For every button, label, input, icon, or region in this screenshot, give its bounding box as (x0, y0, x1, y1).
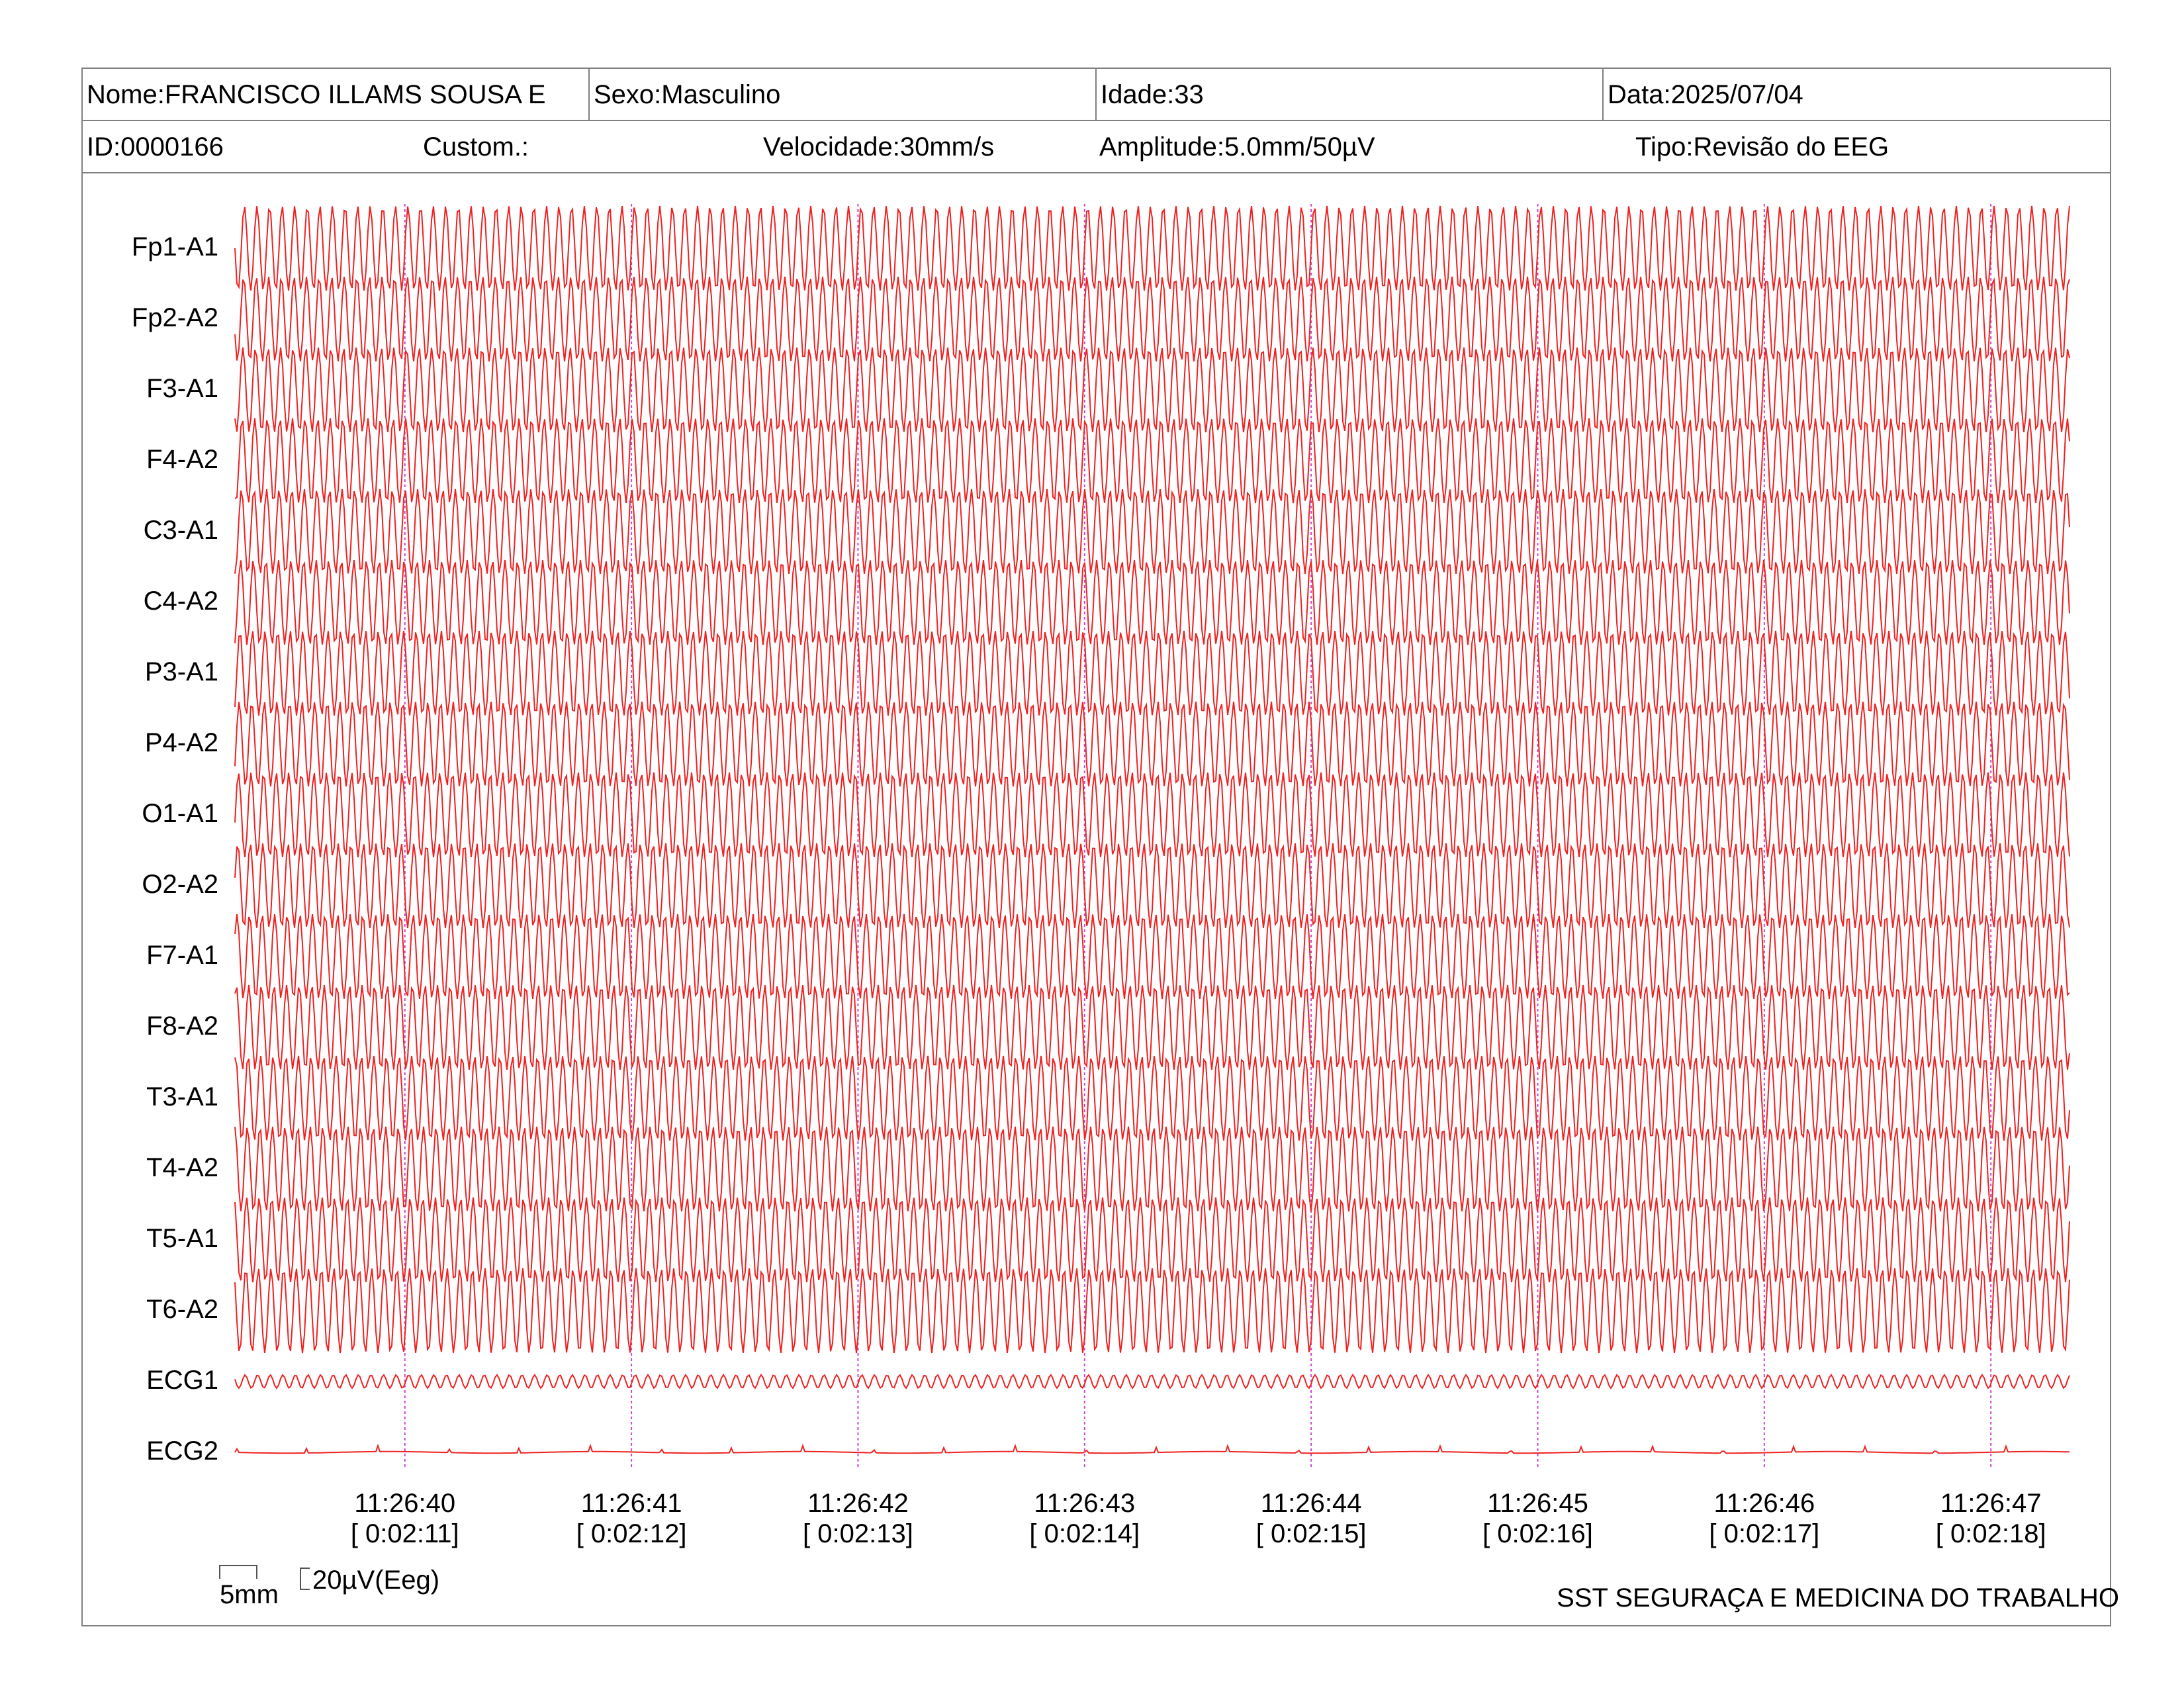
trace-p4-a2 (234, 701, 2070, 787)
channel-label: F3-A1 (146, 374, 218, 403)
custom-label: Custom.: (423, 132, 529, 162)
elapsed-time: [ 0:02:13] (803, 1519, 913, 1548)
time-marker-label: 11:26:42[ 0:02:13] (758, 1488, 957, 1549)
sex-cell: Sexo:Masculino (588, 69, 1095, 120)
time-marker-lines (404, 204, 1992, 1470)
sex-label: Sexo: (594, 80, 662, 109)
elapsed-time: [ 0:02:15] (1255, 1519, 1367, 1548)
trace-ecg1 (234, 1374, 2070, 1389)
clock-time: 11:26:47 (1940, 1489, 2042, 1518)
eeg-report: Nome:FRANCISCO ILLAMS SOUSA E Sexo:Mascu… (81, 68, 2111, 1626)
speed-value: 30mm/s (899, 132, 995, 162)
time-marker-label: 11:26:43[ 0:02:14] (985, 1488, 1184, 1549)
id-cell: ID:0000166 (83, 121, 414, 172)
header-row-settings: ID:0000166 Custom.: Velocidade:30mm/s Am… (83, 121, 2110, 173)
trace-f8-a2 (234, 984, 2070, 1070)
speed-cell: Velocidade:30mm/s (759, 121, 1090, 172)
time-marker-label: 11:26:40[ 0:02:11] (306, 1488, 504, 1549)
speed-label: Velocidade: (763, 132, 900, 162)
time-scale-label: 5mm (220, 1580, 279, 1609)
trace-fp1-a1 (234, 205, 2070, 291)
time-marker-label: 11:26:47[ 0:02:18] (1891, 1488, 2090, 1549)
amplitude-scale-label: 20µV(Eeg) (312, 1566, 440, 1595)
clock-time: 11:26:40 (354, 1489, 456, 1518)
channel-label: T6-A2 (146, 1295, 218, 1324)
date-cell: Data:2025/07/04 (1602, 69, 2111, 120)
trace-ecg2 (234, 1443, 2070, 1454)
trace-p3-a1 (234, 630, 2070, 716)
name-label: Nome: (87, 80, 165, 109)
elapsed-time: [ 0:02:16] (1482, 1519, 1593, 1548)
channel-label: T4-A2 (146, 1153, 218, 1182)
patient-sex: Masculino (661, 80, 781, 109)
channel-label: C3-A1 (143, 516, 218, 545)
type-cell: Tipo:Revisão do EEG (1631, 121, 2095, 172)
clock-time: 11:26:43 (1034, 1489, 1136, 1518)
trace-f7-a1 (234, 914, 2070, 1000)
trace-c4-a2 (234, 559, 2070, 645)
clock-time: 11:26:44 (1260, 1489, 1362, 1518)
organization-name: SST SEGURAÇA E MEDICINA DO TRABALHO (1557, 1583, 2119, 1613)
patient-name: FRANCISCO ILLAMS SOUSA E (164, 80, 546, 109)
type-label: Tipo: (1635, 132, 1694, 162)
trace-t5-a1 (234, 1197, 2070, 1283)
age-label: Idade: (1101, 80, 1175, 109)
amplitude-cell: Amplitude:5.0mm/50µV (1095, 121, 1559, 172)
channel-label: F8-A2 (146, 1011, 218, 1041)
trace-fp2-a2 (234, 276, 2070, 362)
channel-label: F7-A1 (146, 941, 218, 970)
clock-time: 11:26:41 (580, 1489, 682, 1518)
id-label: ID: (87, 132, 121, 162)
clock-time: 11:26:46 (1713, 1489, 1815, 1518)
trace-t6-a2 (234, 1268, 2070, 1354)
scale-bracket-icon (219, 1565, 257, 1579)
time-marker-label: 11:26:46[ 0:02:17] (1665, 1488, 1864, 1549)
channel-label: Fp2-A2 (131, 303, 218, 332)
type-value: Revisão do EEG (1693, 132, 1889, 162)
channel-label: C4-A2 (143, 586, 218, 616)
trace-t3-a1 (234, 1055, 2070, 1141)
elapsed-time: [ 0:02:12] (576, 1519, 687, 1548)
channel-label: F4-A2 (146, 445, 218, 474)
channel-label: ECG1 (146, 1366, 218, 1395)
time-marker-label: 11:26:45[ 0:02:16] (1438, 1488, 1637, 1549)
time-marker-label: 11:26:41[ 0:02:12] (532, 1488, 731, 1549)
channel-label: T3-A1 (146, 1082, 218, 1111)
date-label: Data: (1608, 80, 1671, 109)
time-marker-label: 11:26:44[ 0:02:15] (1212, 1488, 1410, 1549)
channel-label: O2-A2 (142, 870, 218, 899)
patient-id: 0000166 (120, 132, 224, 162)
trace-f4-a2 (234, 418, 2070, 504)
patient-age: 33 (1174, 80, 1204, 109)
elapsed-time: [ 0:02:18] (1935, 1519, 2046, 1548)
trace-o2-a2 (234, 843, 2070, 929)
channel-label: ECG2 (146, 1436, 218, 1466)
trace-f3-a1 (234, 347, 2070, 433)
elapsed-time: [ 0:02:11] (350, 1519, 459, 1548)
custom-cell: Custom.: (419, 121, 750, 172)
amplitude-value: 5.0mm/50µV (1224, 132, 1375, 162)
patient-name-cell: Nome:FRANCISCO ILLAMS SOUSA E (83, 69, 588, 120)
amplitude-bracket-icon (300, 1568, 310, 1590)
exam-date: 2025/07/04 (1670, 80, 1803, 109)
amplitude-label: Amplitude: (1099, 132, 1224, 162)
trace-t4-a2 (234, 1126, 2070, 1212)
age-cell: Idade:33 (1095, 69, 1602, 120)
channel-label: T5-A1 (146, 1224, 218, 1253)
channel-label: O1-A1 (142, 799, 218, 828)
trace-c3-a1 (234, 489, 2070, 575)
channel-label: P4-A2 (144, 728, 218, 757)
channel-label: P3-A1 (144, 657, 218, 686)
trace-o1-a1 (234, 772, 2070, 858)
channel-traces (234, 205, 2070, 1454)
clock-time: 11:26:45 (1487, 1489, 1588, 1518)
clock-time: 11:26:42 (807, 1489, 909, 1518)
channel-label: Fp1-A1 (131, 232, 218, 261)
elapsed-time: [ 0:02:14] (1029, 1519, 1140, 1548)
elapsed-time: [ 0:02:17] (1709, 1519, 1820, 1548)
header-row-patient: Nome:FRANCISCO ILLAMS SOUSA E Sexo:Mascu… (83, 69, 2110, 121)
